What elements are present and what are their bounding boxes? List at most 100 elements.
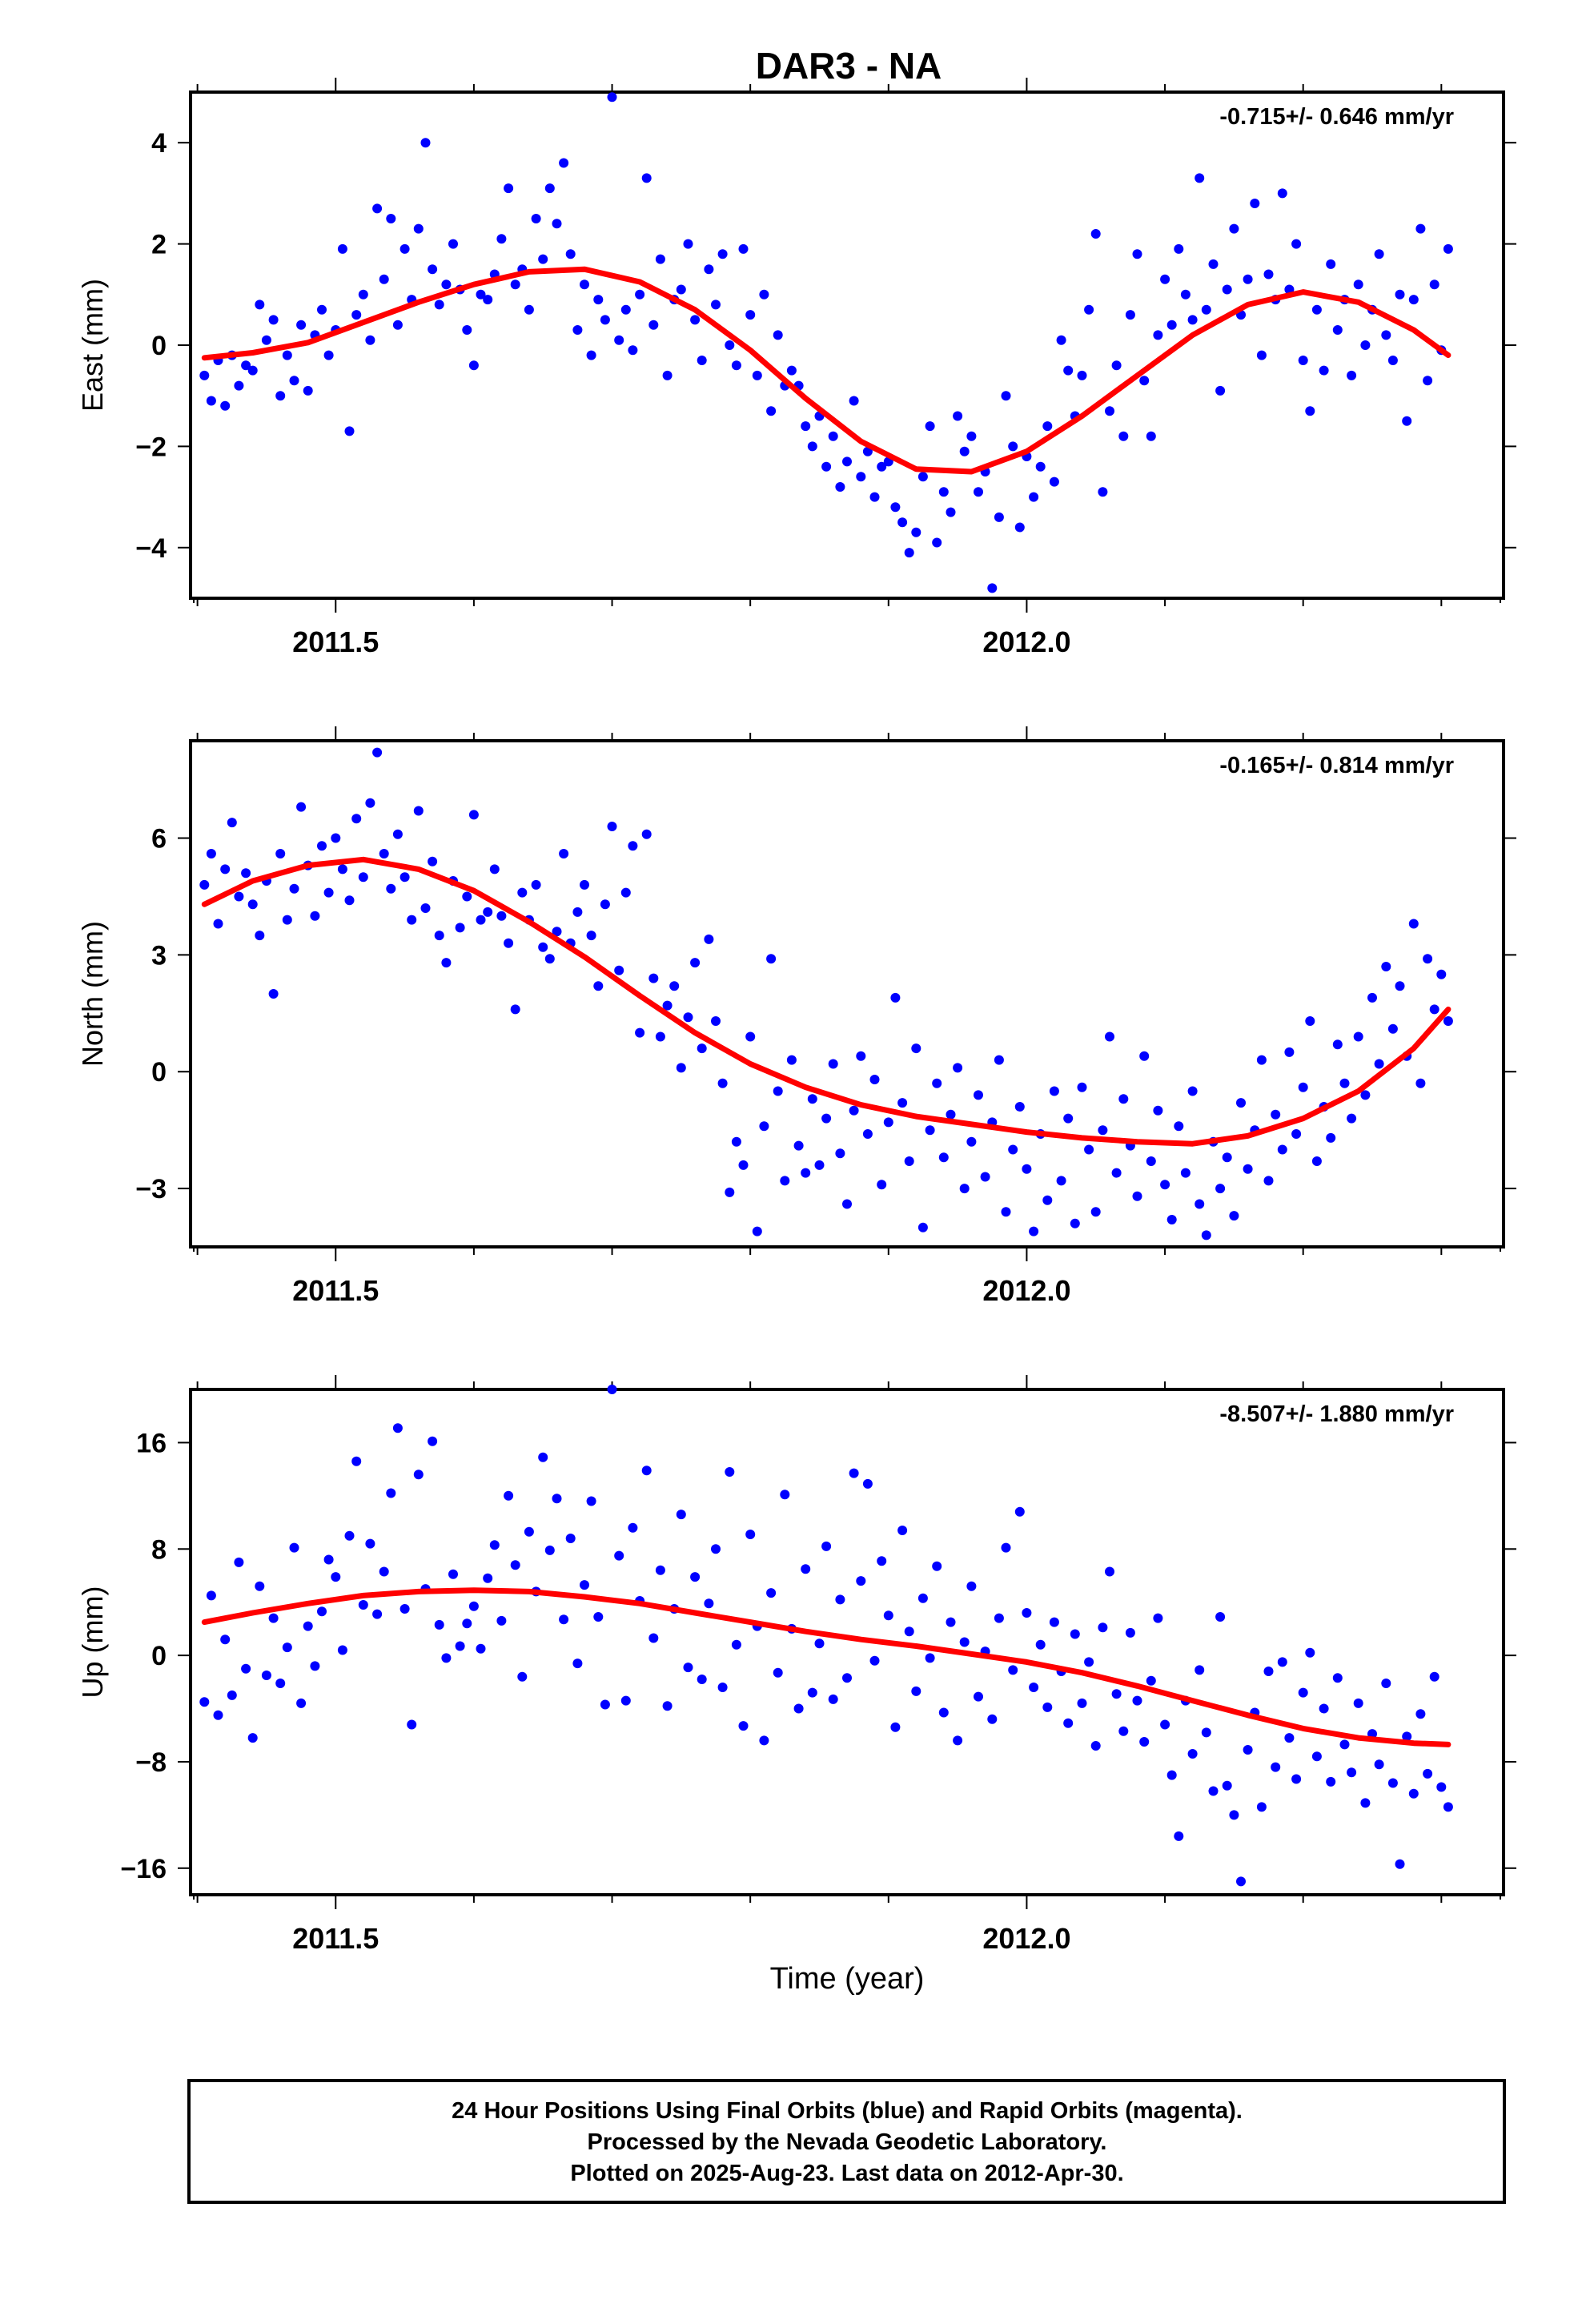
data-point — [856, 1576, 866, 1586]
data-point — [544, 183, 555, 194]
data-point — [849, 1105, 859, 1116]
data-point — [241, 868, 251, 879]
data-point — [544, 1545, 555, 1555]
data-point — [1277, 1657, 1287, 1667]
data-point — [897, 517, 908, 528]
data-point — [1195, 173, 1205, 183]
data-point — [1222, 284, 1232, 295]
data-point — [932, 1078, 942, 1088]
data-point — [683, 239, 693, 249]
data-point — [821, 461, 832, 472]
data-point — [531, 214, 541, 223]
data-point — [1311, 1751, 1322, 1762]
data-point — [1139, 1737, 1150, 1747]
data-point — [1146, 1156, 1156, 1166]
data-point — [635, 289, 645, 300]
data-point — [877, 1556, 887, 1566]
data-point — [1084, 304, 1094, 315]
data-point — [655, 254, 665, 264]
data-point — [261, 1671, 271, 1680]
data-point — [517, 1671, 528, 1682]
data-point — [690, 1572, 701, 1582]
data-point — [1029, 1683, 1039, 1692]
data-point — [572, 325, 583, 335]
data-point — [862, 1129, 873, 1139]
data-point — [759, 1121, 769, 1132]
data-point — [282, 915, 292, 925]
data-point — [428, 1436, 438, 1446]
data-point — [1166, 320, 1177, 330]
data-point — [552, 219, 562, 229]
data-point — [496, 234, 507, 244]
data-point — [828, 431, 838, 441]
data-point — [351, 1456, 362, 1466]
data-point — [1195, 1665, 1205, 1675]
data-point — [835, 1594, 845, 1605]
data-point — [917, 472, 928, 482]
data-point — [793, 1703, 804, 1714]
data-point — [856, 1051, 866, 1061]
data-point — [759, 289, 769, 300]
data-point — [580, 279, 589, 290]
data-point — [780, 1490, 790, 1500]
data-point — [1153, 330, 1163, 340]
data-point — [1118, 431, 1129, 441]
data-point — [392, 829, 403, 839]
y-tick-label: 0 — [151, 1057, 167, 1088]
data-point — [379, 849, 389, 858]
data-point — [220, 400, 231, 411]
data-point — [234, 380, 244, 391]
data-point — [620, 887, 631, 898]
data-point — [1153, 1613, 1163, 1623]
data-point — [607, 92, 617, 103]
data-point — [538, 1452, 548, 1462]
data-point — [628, 345, 638, 356]
data-point — [1271, 1109, 1281, 1120]
data-point — [835, 482, 845, 492]
data-point — [1160, 1719, 1170, 1730]
data-point — [1436, 1782, 1447, 1792]
data-point — [213, 1710, 223, 1720]
data-point — [1042, 1702, 1053, 1712]
data-point — [572, 1659, 583, 1669]
data-point — [1250, 199, 1260, 208]
data-point — [552, 927, 562, 937]
footer-line-2: Processed by the Nevada Geodetic Laborat… — [588, 2129, 1107, 2155]
data-point — [1263, 1176, 1274, 1186]
data-point — [628, 1522, 638, 1533]
data-point — [1423, 954, 1433, 964]
data-point — [344, 426, 355, 436]
fit-curve — [201, 856, 1452, 1147]
data-point — [856, 472, 866, 482]
data-point — [255, 300, 265, 310]
data-point — [407, 1719, 417, 1730]
data-point — [282, 350, 292, 360]
data-point — [400, 1604, 410, 1614]
data-point — [1160, 1180, 1170, 1190]
data-point — [1360, 1090, 1371, 1100]
data-point — [890, 992, 901, 1003]
data-point — [1166, 1215, 1177, 1224]
y-tick-label: 2 — [151, 230, 167, 260]
data-point — [213, 919, 223, 929]
data-point — [1326, 1132, 1336, 1143]
data-point — [690, 958, 701, 968]
data-point — [1415, 223, 1426, 234]
data-point — [489, 864, 500, 875]
data-point — [766, 1588, 777, 1598]
data-point — [572, 907, 583, 917]
data-point — [994, 1055, 1004, 1065]
data-point — [801, 421, 811, 432]
data-point — [1319, 365, 1329, 376]
data-point — [296, 1698, 307, 1708]
data-point — [717, 1078, 728, 1088]
data-point — [1014, 1102, 1025, 1112]
data-point — [1339, 1739, 1350, 1750]
data-point — [1243, 1745, 1253, 1755]
fit-curve — [201, 1587, 1452, 1747]
data-point — [434, 931, 444, 941]
data-point — [337, 243, 347, 254]
data-point — [420, 138, 431, 148]
data-point — [1263, 269, 1274, 279]
data-point — [275, 391, 286, 401]
